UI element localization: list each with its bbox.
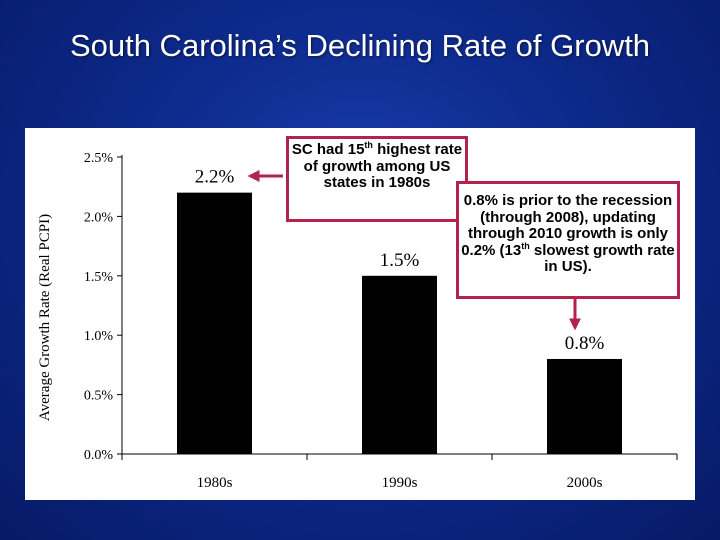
y-tick-label: 0.5% xyxy=(84,389,114,404)
bar-chart: 0.0% 0.5% 1.0% 1.5% 2.0% 2.5% Average Growth R… xyxy=(37,151,678,491)
y-tick-label: 0.0% xyxy=(84,448,114,463)
bar-1990s xyxy=(362,275,437,454)
y-tick-label: 2.0% xyxy=(84,210,114,225)
callout-1980s-text-b: highest rate of growth among US states i… xyxy=(303,141,463,191)
callout-2000s-sup: th xyxy=(521,240,530,251)
callout-1980s-sup: th xyxy=(364,140,373,150)
x-tick-label-1980s: 1980s xyxy=(197,475,233,491)
bar-2000s xyxy=(547,358,622,454)
slide-title: South Carolina’s Declining Rate of Growt… xyxy=(69,28,651,63)
data-label-1980s: 2.2% xyxy=(195,167,235,188)
y-tick-label: 1.5% xyxy=(84,270,114,285)
x-tick-label-1990s: 1990s xyxy=(382,475,418,491)
y-tick-label: 2.5% xyxy=(84,151,114,166)
data-label-1990s: 1.5% xyxy=(380,250,420,271)
callout-1980s: SC had 15th highest rate of growth among… xyxy=(286,136,468,222)
data-label-2000s: 0.8% xyxy=(565,333,605,354)
x-tick-label-2000s: 2000s xyxy=(567,475,603,491)
chart-panel: 0.0% 0.5% 1.0% 1.5% 2.0% 2.5% Average Growth R… xyxy=(25,128,695,500)
y-axis-title: Average Growth Rate (Real PCPI) xyxy=(37,214,53,421)
callout-2000s: 0.8% is prior to the recession (through … xyxy=(456,181,680,299)
callout-1980s-text-a: SC had 15 xyxy=(291,141,365,158)
y-tick-label: 1.0% xyxy=(84,329,114,344)
callout-2000s-text-a: 0.8% is prior to the recession (through … xyxy=(461,192,673,259)
bar-1980s xyxy=(177,192,252,454)
callout-2000s-text-b: slowest growth rate in US). xyxy=(529,241,675,275)
